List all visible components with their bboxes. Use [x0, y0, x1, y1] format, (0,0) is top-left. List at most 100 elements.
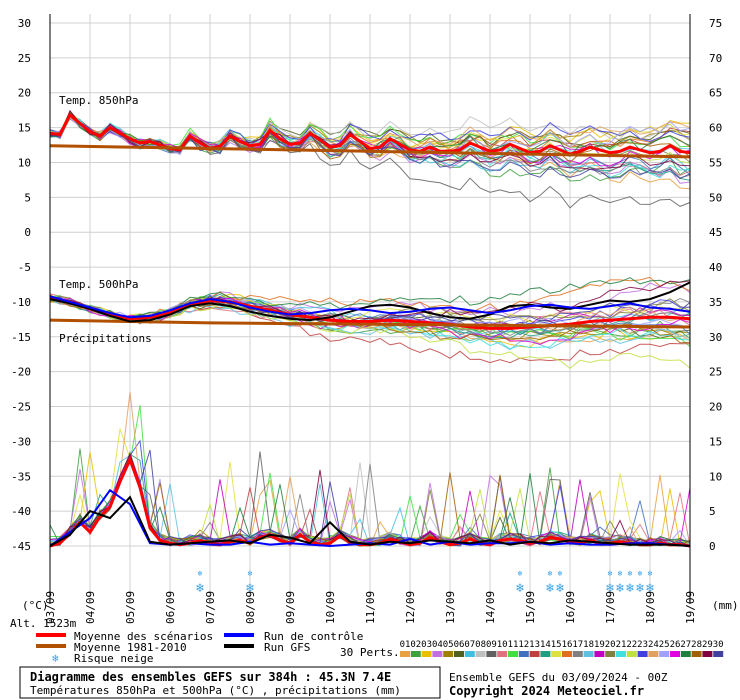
chart-subtitle: Températures 850hPa et 500hPa (°C) , pré… [30, 684, 401, 697]
pert-legend-label: 18 [583, 640, 594, 650]
pert-legend-swatch [583, 651, 594, 657]
right-tick-label: 35 [709, 296, 722, 309]
pert-legend-swatch [400, 651, 410, 657]
perturbation-line [49, 277, 691, 319]
date-tick-label: 15/09 [524, 591, 537, 624]
left-tick-label: 10 [18, 156, 31, 169]
pert-legend-swatch [432, 651, 443, 657]
pert-legend-label: 15 [551, 640, 562, 650]
snow-marker-small: ❄ [608, 569, 613, 578]
snow-marker: ❄ [555, 581, 564, 596]
right-tick-label: 75 [709, 17, 722, 30]
date-tick-label: 07/09 [204, 591, 217, 624]
right-tick-label: 70 [709, 52, 722, 65]
date-tick-label: 08/09 [244, 591, 257, 624]
date-tick-label: 18/09 [644, 591, 657, 624]
snow-marker-small: ❄ [628, 569, 633, 578]
pert-legend-label: 27 [680, 640, 691, 650]
pert-legend-label: 04 [432, 640, 443, 650]
pert-legend-label: 19 [594, 640, 605, 650]
snow-marker: ❄ [645, 581, 654, 596]
left-tick-label: -45 [11, 540, 31, 553]
pert-legend-swatch [670, 651, 680, 657]
pert-legend-swatch [540, 651, 551, 657]
pert-legend-swatch [454, 651, 464, 657]
left-tick-label: -25 [11, 401, 31, 414]
series-line [49, 296, 691, 330]
snow-marker: ❄ [635, 581, 644, 596]
snow-marker: ❄ [605, 581, 614, 596]
pert-legend-label: 20 [605, 640, 616, 650]
panel-label-500: Temp. 500hPa [59, 278, 138, 291]
pert-legend-swatch [464, 651, 475, 657]
pert-legend-swatch [691, 651, 702, 657]
date-tick-label: 17/09 [604, 591, 617, 624]
date-tick-label: 19/09 [684, 591, 697, 624]
legend: Moyenne des scénarios Moyenne 1981-2010 … [36, 630, 724, 665]
right-tick-label: 5 [709, 505, 716, 518]
pert-legend-label: 11 [508, 640, 519, 650]
left-tick-label: 20 [18, 87, 31, 100]
pert-legend-swatch [551, 651, 562, 657]
legend-label-mean: Moyenne des scénarios [74, 630, 213, 643]
left-tick-label: -15 [11, 331, 31, 344]
left-tick-label: -20 [11, 366, 31, 379]
pert-legend-swatch [475, 651, 486, 657]
pert-legend-swatch [410, 651, 421, 657]
pert-legend-label: 16 [562, 640, 573, 650]
date-tick-label: 06/09 [164, 591, 177, 624]
pert-legend-swatch [529, 651, 540, 657]
pert-legend-label: 23 [637, 640, 648, 650]
pert-legend-label: 29 [702, 640, 713, 650]
snow-marker-small: ❄ [648, 569, 653, 578]
pert-legend-label: 10 [497, 640, 508, 650]
pert-legend-label: 28 [691, 640, 702, 650]
right-tick-label: 55 [709, 156, 722, 169]
pert-legend-label: 07 [464, 640, 475, 650]
perturbation-line [49, 110, 691, 165]
main-series [49, 112, 691, 548]
left-tick-label: 15 [18, 122, 31, 135]
legend-label-snow: Risque neige [74, 652, 153, 665]
pert-legend-label: 05 [443, 640, 454, 650]
left-tick-label: 5 [24, 191, 31, 204]
title-box [19, 666, 441, 699]
left-tick-label: -40 [11, 505, 31, 518]
snow-marker: ❄ [625, 581, 634, 596]
legend-label-perts: 30 Perts. [340, 646, 400, 659]
legend-swatch-gfs [224, 644, 254, 648]
series-line [49, 295, 691, 319]
right-tick-label: 25 [709, 366, 722, 379]
date-tick-label: 12/09 [404, 591, 417, 624]
pert-legend-swatch [572, 651, 583, 657]
perturbation-line [49, 298, 691, 350]
left-axis-ticks: 30 25 20 15 10 5 0 -5 -10 -15 -20 -25 -30 -35 -40 -45 [11, 17, 31, 553]
series-line [49, 318, 691, 329]
snow-marker: ❄ [515, 581, 524, 596]
left-tick-label: -10 [11, 296, 31, 309]
date-tick-label: 05/09 [124, 591, 137, 624]
series-line [49, 112, 691, 156]
pert-legend-swatch [443, 651, 454, 657]
pert-legend-label: 30 [713, 640, 724, 650]
copyright: Copyright 2024 Meteociel.fr [449, 684, 644, 698]
pert-legend-label: 02 [410, 640, 421, 650]
pert-legend-label: 25 [659, 640, 670, 650]
perturbation-line [49, 449, 691, 547]
chart-title: Diagramme des ensembles GEFS sur 384h : … [30, 670, 391, 684]
pert-legend-swatch [713, 651, 724, 657]
left-unit: (°C) [22, 599, 49, 612]
snow-marker-small: ❄ [548, 569, 553, 578]
snow-marker-small: ❄ [618, 569, 623, 578]
snow-marker: ❄ [545, 581, 554, 596]
pert-legend-label: 24 [648, 640, 659, 650]
left-tick-label: -35 [11, 470, 31, 483]
pert-legend-label: 14 [540, 640, 551, 650]
legend-label-climate: Moyenne 1981-2010 [74, 641, 187, 654]
snow-markers: ❄❄❄❄❄❄❄❄❄❄❄❄❄❄❄❄❄❄❄❄ [195, 569, 654, 596]
right-tick-label: 60 [709, 122, 722, 135]
right-unit: (mm) [712, 599, 739, 612]
date-tick-label: 09/09 [284, 591, 297, 624]
pert-legend-label: 13 [529, 640, 540, 650]
pert-legend-swatch [637, 651, 648, 657]
